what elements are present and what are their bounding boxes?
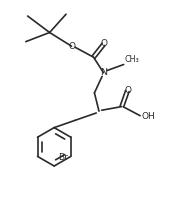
Text: CH₃: CH₃ [125, 55, 139, 64]
Text: O: O [100, 39, 107, 48]
Text: O: O [68, 42, 75, 51]
Text: O: O [124, 86, 131, 95]
Text: N: N [100, 68, 107, 77]
Text: Br: Br [58, 153, 68, 162]
Text: OH: OH [142, 112, 155, 121]
